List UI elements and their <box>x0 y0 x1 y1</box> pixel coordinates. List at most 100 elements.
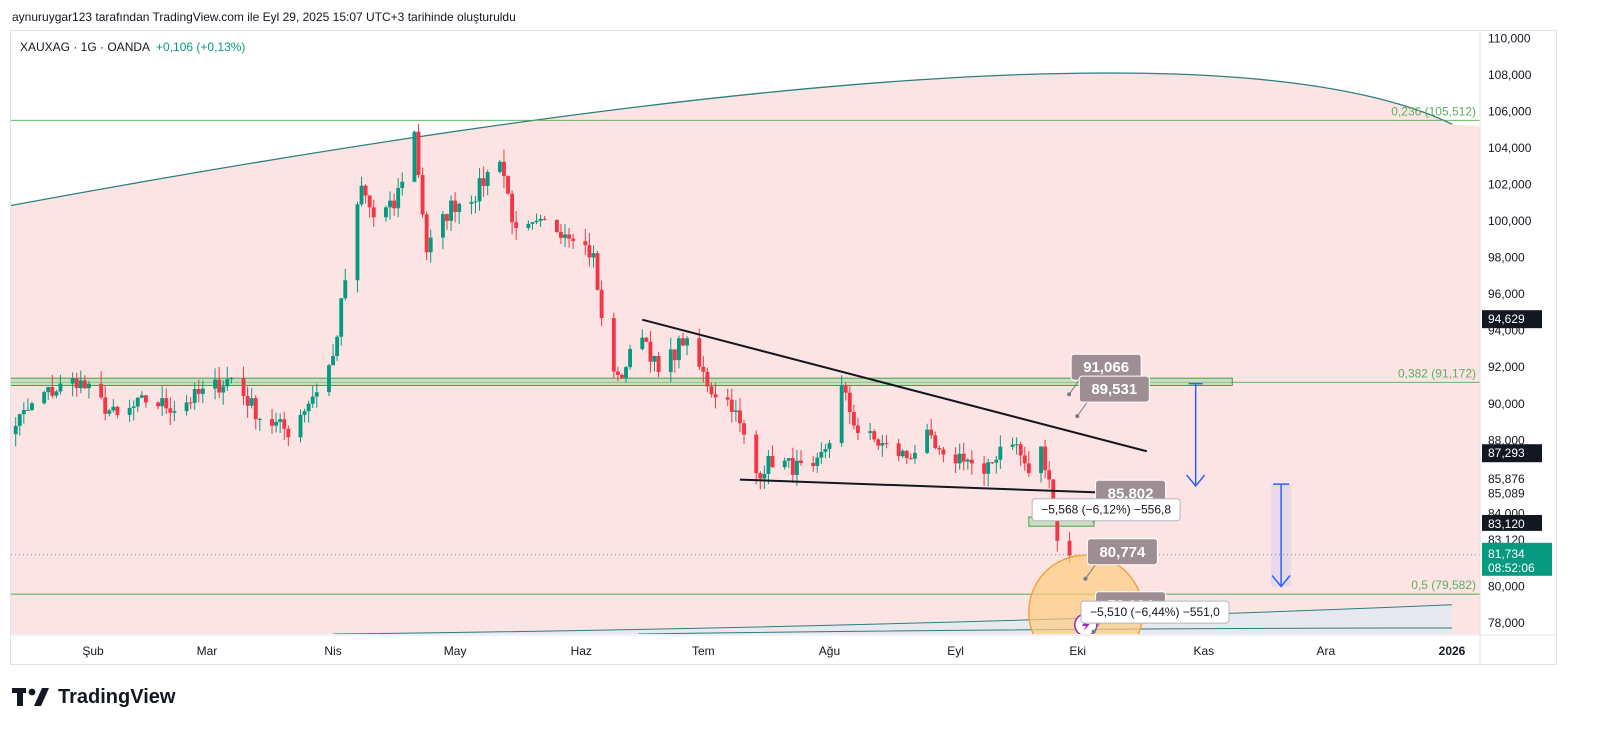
candle-body <box>1067 540 1072 556</box>
candle <box>733 400 738 422</box>
candle <box>225 366 230 392</box>
candle-body <box>998 446 1003 460</box>
candle-body <box>542 218 547 220</box>
candle <box>628 344 633 370</box>
x-tick-label: Ara <box>1317 644 1336 658</box>
candle <box>298 409 303 443</box>
candle-body <box>884 443 889 445</box>
candle <box>799 450 803 466</box>
candle-body <box>274 421 279 426</box>
candle <box>457 202 462 224</box>
bar-countdown-label: 08:52:06 <box>1488 561 1535 575</box>
y-tick-label: 100,000 <box>1488 214 1532 228</box>
callout-value: 91,066 <box>1083 359 1129 376</box>
candle-body <box>1022 455 1027 464</box>
candle <box>502 149 506 189</box>
candle-body <box>510 193 515 223</box>
symbol-legend[interactable]: XAUXAG · 1G · OANDA +0,106 (+0,13%) <box>20 40 245 54</box>
last-price-badge <box>1482 542 1552 576</box>
candle <box>428 229 433 263</box>
candle-body <box>445 214 449 221</box>
candle <box>742 419 746 444</box>
candle-body <box>599 289 604 319</box>
candle-body <box>440 214 445 238</box>
candle <box>990 461 995 464</box>
candle <box>591 245 596 268</box>
candle <box>278 413 283 434</box>
candle <box>160 386 165 417</box>
candle <box>310 386 315 408</box>
candle-body <box>115 406 120 415</box>
candle <box>253 395 258 430</box>
candle <box>192 382 197 411</box>
candle-body <box>538 218 543 221</box>
candle <box>302 408 307 423</box>
candle-body <box>416 131 421 176</box>
candle-body <box>530 222 535 224</box>
candle <box>78 370 83 394</box>
candle-body <box>672 349 677 361</box>
candle-body <box>563 234 567 238</box>
candle-body <box>851 412 856 426</box>
candle-body <box>359 185 364 205</box>
candle <box>82 375 87 390</box>
y-tick-label: 110,000 <box>1488 31 1531 45</box>
y-tick-label: 98,000 <box>1488 251 1525 265</box>
candle-body <box>506 176 510 194</box>
candle-body <box>1051 479 1056 512</box>
candle-body <box>929 429 934 436</box>
trendline <box>739 478 1123 495</box>
candle <box>286 425 291 447</box>
candle-body <box>742 423 746 435</box>
candle <box>424 211 429 261</box>
candle-body <box>876 439 881 446</box>
candle <box>164 388 169 414</box>
candle-body <box>184 402 189 412</box>
candle <box>884 434 889 449</box>
candle-body <box>99 383 104 398</box>
fib-arc-lower-fill <box>333 604 1452 634</box>
candle <box>587 232 592 267</box>
candle-body <box>839 384 844 444</box>
candle-body <box>298 414 303 438</box>
candle <box>477 168 482 211</box>
candle-body <box>766 455 771 474</box>
candle-body <box>58 383 63 392</box>
candle-body <box>868 431 873 433</box>
candle <box>782 457 787 470</box>
candle-body <box>384 207 388 218</box>
candle-body <box>843 384 848 393</box>
candle-body <box>819 451 824 458</box>
candle-body <box>567 234 571 239</box>
candle-body <box>103 397 108 414</box>
candle-body <box>681 338 685 346</box>
candle <box>306 400 311 423</box>
candle <box>42 390 47 405</box>
candle <box>314 383 319 408</box>
candle-body <box>253 398 258 420</box>
candle <box>843 381 848 401</box>
candle <box>839 375 844 447</box>
candle <box>420 167 425 218</box>
candle-body <box>615 371 620 375</box>
tradingview-footer[interactable]: TradingView <box>12 684 175 710</box>
candle-body <box>331 355 335 366</box>
candle <box>644 336 649 342</box>
candle <box>50 374 55 399</box>
candle <box>2 416 6 446</box>
candle-body <box>221 386 226 393</box>
candle-body <box>270 419 274 426</box>
candle-body <box>46 387 51 393</box>
candle <box>713 382 718 409</box>
candle <box>534 213 539 225</box>
candle <box>929 418 934 439</box>
candle-body <box>314 392 319 397</box>
candle <box>343 268 348 301</box>
candle-body <box>908 458 913 460</box>
candle <box>823 444 828 459</box>
candle-body <box>896 443 901 457</box>
candle <box>994 455 999 474</box>
candle <box>819 442 824 465</box>
